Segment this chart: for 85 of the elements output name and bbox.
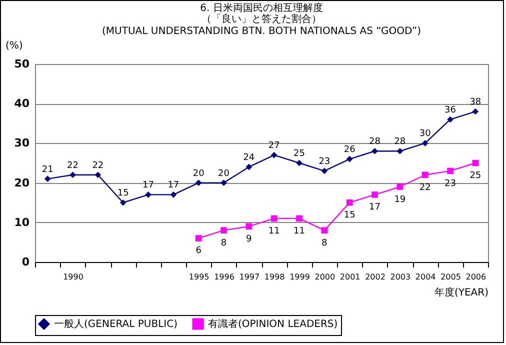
y-tick-label: 30 (14, 136, 30, 150)
y-tick-label: 0 (22, 256, 30, 268)
data-label: 23 (318, 156, 330, 167)
data-label: 6 (196, 246, 202, 256)
data-label: 36 (444, 105, 456, 116)
data-label: 30 (419, 129, 432, 140)
legend-label: 一般人(GENERAL PUBLIC) (54, 319, 178, 330)
point (195, 180, 202, 186)
data-label: 22 (419, 182, 431, 193)
data-label: 28 (394, 137, 406, 148)
data-label: 21 (42, 164, 54, 175)
data-label: 17 (142, 180, 154, 191)
y-tick-label: 20 (14, 176, 30, 190)
point (346, 156, 353, 162)
data-label: 15 (344, 210, 356, 221)
x-tick-label: 1997 (239, 272, 260, 282)
data-label: 25 (470, 171, 482, 181)
x-tick-label: 1990 (63, 272, 84, 282)
data-label: 11 (268, 226, 280, 236)
point (270, 152, 278, 158)
data-label: 26 (344, 145, 356, 156)
point (220, 180, 227, 186)
data-label: 8 (322, 238, 328, 248)
point (372, 192, 378, 198)
data-label: 8 (220, 238, 227, 248)
point (195, 235, 202, 242)
point (321, 227, 328, 234)
point (472, 108, 479, 115)
point (296, 215, 302, 222)
y-tick-label: 50 (14, 58, 30, 70)
point (372, 148, 378, 154)
point (422, 140, 428, 146)
data-label: 9 (246, 234, 252, 244)
x-tick-label: 1995 (188, 272, 210, 282)
y-tick-label: 10 (14, 216, 30, 229)
x-tick-label: 1996 (214, 272, 234, 282)
legend-label: 有識者(OPINION LEADERS) (208, 318, 338, 330)
point (170, 192, 177, 198)
data-label: 11 (294, 226, 305, 236)
point (220, 227, 227, 234)
x-tick-label: 2003 (390, 272, 411, 282)
data-label: 28 (369, 137, 381, 148)
y-axis-title: (%) (6, 40, 23, 52)
point (346, 199, 353, 206)
x-tick-label: 2000 (314, 272, 336, 282)
x-tick-label: 2002 (365, 272, 386, 282)
point (120, 199, 126, 206)
point (246, 164, 252, 170)
point (447, 116, 454, 123)
point (396, 184, 404, 190)
point (246, 223, 252, 230)
chart-subtitle: （「良い」と答えた割合） (MUTUAL UNDERSTANDING BTN. BOTH NATIONALS AS “GOOD”) (102, 13, 422, 37)
point (396, 148, 404, 154)
point (145, 192, 152, 198)
data-label: 23 (444, 178, 456, 189)
data-label: 24 (243, 152, 255, 163)
x-tick-label: 2006 (466, 272, 486, 282)
data-label: 22 (92, 160, 104, 171)
data-label: 20 (192, 168, 205, 179)
data-label: 17 (168, 180, 180, 191)
point (270, 215, 278, 222)
point (472, 160, 479, 166)
x-tick-label: 1999 (290, 272, 310, 282)
point (321, 168, 328, 174)
x-axis-title: 年度(YEAR) (434, 286, 489, 298)
y-tick-label: 40 (14, 97, 30, 110)
data-label: 25 (294, 149, 305, 159)
chart-title: 6. 日米両国民の相互理解度 (200, 2, 323, 14)
data-label: 17 (369, 202, 380, 213)
data-label: 38 (470, 98, 482, 108)
point (44, 176, 51, 182)
data-label: 27 (268, 141, 280, 152)
data-label: 22 (67, 160, 78, 171)
point (422, 172, 428, 178)
data-label: 20 (218, 168, 230, 179)
x-tick-label: 2005 (440, 272, 461, 282)
x-tick-label: 1998 (264, 272, 285, 282)
x-tick-label: 2001 (340, 272, 360, 282)
point (296, 160, 302, 166)
x-tick-label: 2004 (415, 272, 436, 282)
point (94, 172, 102, 178)
point (447, 168, 454, 174)
data-label: 19 (394, 194, 406, 205)
point (70, 172, 76, 178)
data-label: 15 (117, 188, 129, 199)
